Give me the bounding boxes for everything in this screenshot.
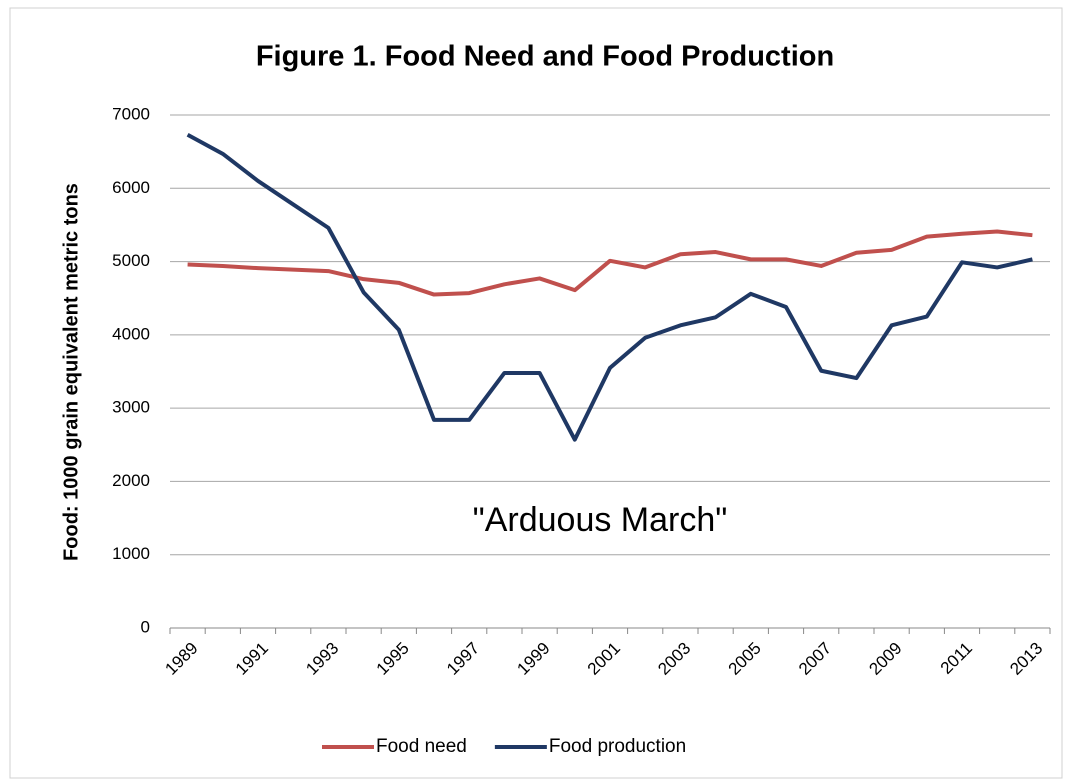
legend-label: Food need [376,736,467,757]
y-tick-label: 0 [141,617,150,636]
series-line [187,229,1033,297]
series-line [186,133,1033,442]
y-tick-label: 3000 [112,398,150,417]
y-tick-label: 7000 [112,104,150,123]
y-axis-label: Food: 1000 grain equivalent metric tons [60,183,82,561]
annotation: "Arduous March" [473,501,728,539]
y-tick-label: 6000 [112,178,150,197]
legend-label: Food production [549,736,686,757]
y-tick-label: 4000 [112,324,150,343]
y-tick-label: 1000 [112,544,150,563]
y-tick-label: 5000 [112,251,150,270]
chart-frame [9,7,1063,779]
chart-title: Figure 1. Food Need and Food Production [256,41,834,73]
y-tick-label: 2000 [112,471,150,490]
